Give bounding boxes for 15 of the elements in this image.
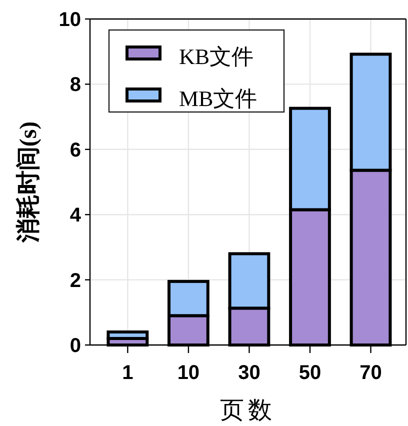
y-tick-label: 6 xyxy=(70,139,81,162)
y-tick-label: 8 xyxy=(70,74,81,96)
x-tick-label: 1 xyxy=(122,362,134,384)
y-tick-label: 2 xyxy=(70,270,81,292)
y-axis-title: 消耗时间(s) xyxy=(15,121,42,244)
x-tick-label: 10 xyxy=(177,362,200,384)
x-axis-title: 页数 xyxy=(220,398,276,424)
x-tick-label: 30 xyxy=(238,362,260,384)
y-tick-label: 4 xyxy=(70,204,82,227)
x-tick-label: 50 xyxy=(298,362,322,384)
y-tick-label: 0 xyxy=(70,335,81,357)
legend-label: MB文件 xyxy=(179,86,258,111)
legend-label: KB文件 xyxy=(179,44,254,69)
y-tick-label: 10 xyxy=(58,9,81,31)
x-tick-label: 70 xyxy=(360,362,382,384)
